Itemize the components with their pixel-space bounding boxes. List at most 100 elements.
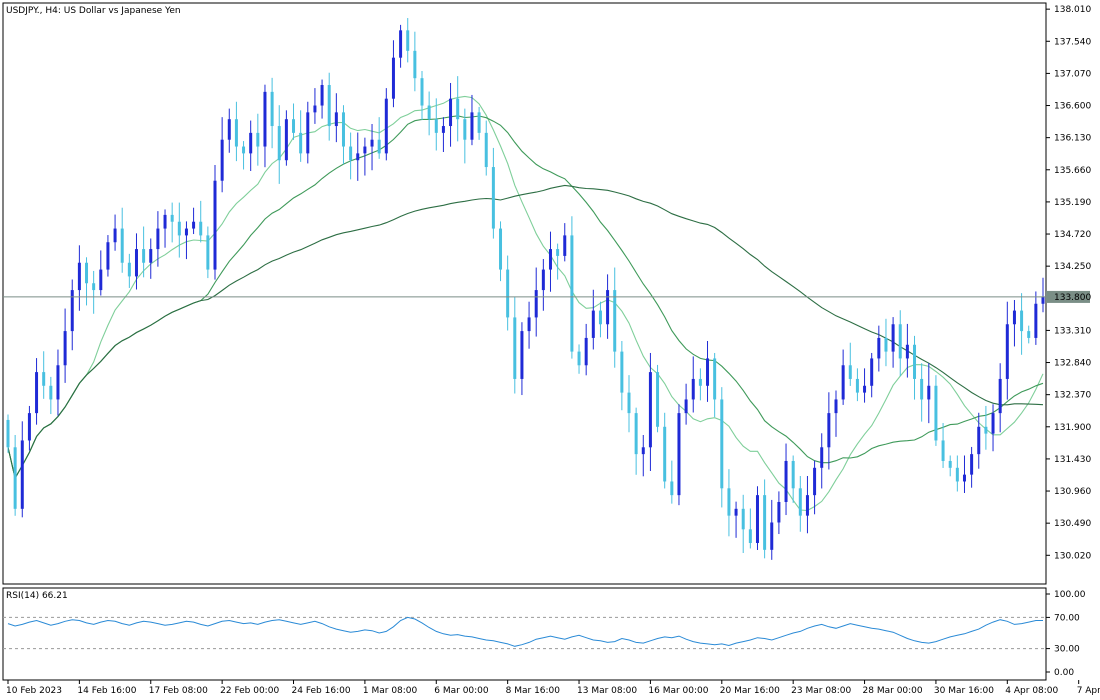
candle-body: [477, 112, 481, 133]
candle-body: [656, 372, 660, 427]
price-tick-label: 136.130: [1054, 134, 1091, 144]
candle-body: [142, 249, 146, 263]
candle-body: [320, 85, 324, 106]
candle-body: [206, 235, 210, 270]
candle-body: [763, 495, 767, 550]
price-tick-label: 132.370: [1054, 391, 1091, 401]
candle-body: [356, 153, 360, 161]
price-tick-label: 131.900: [1054, 423, 1091, 433]
rsi-tick-label: 100.00: [1054, 590, 1086, 600]
candle-body: [1041, 296, 1045, 304]
candle-body: [563, 235, 567, 256]
moving-average-lines: [7, 95, 1044, 512]
candle-body: [598, 310, 602, 325]
candle-body: [499, 228, 503, 270]
candle-body: [156, 228, 160, 250]
price-tick-label: 130.020: [1054, 551, 1091, 561]
candle-body: [491, 167, 495, 229]
candle-body: [92, 283, 96, 291]
moving-average-slow: [7, 184, 1044, 480]
candle-body: [541, 269, 545, 291]
candle-body: [163, 214, 167, 229]
candle-body: [1027, 331, 1031, 338]
candle-body: [513, 317, 517, 379]
candle-body: [684, 399, 688, 414]
candle-body: [249, 132, 253, 154]
candle-body: [363, 146, 367, 154]
candle-body: [441, 126, 445, 133]
candle-body: [449, 98, 453, 127]
candlestick-series: [6, 18, 1045, 560]
time-tick-label: 23 Mar 08:00: [791, 686, 851, 696]
rsi-tick-label: 30.00: [1054, 645, 1080, 655]
candle-body: [670, 481, 674, 496]
time-tick-label: 22 Feb 00:00: [220, 686, 279, 696]
candle-body: [777, 501, 781, 523]
candle-body: [755, 495, 759, 543]
candle-body: [42, 372, 46, 386]
price-tick-label: 134.250: [1054, 262, 1091, 272]
time-tick-label: 24 Feb 16:00: [292, 686, 351, 696]
price-tick-label: 131.430: [1054, 455, 1091, 465]
time-tick-label: 20 Mar 16:00: [720, 686, 780, 696]
price-tick-label: 134.720: [1054, 230, 1091, 240]
candle-body: [591, 310, 595, 338]
candle-body: [891, 324, 895, 352]
candle-body: [962, 474, 966, 482]
candle-body: [520, 331, 524, 379]
candle-body: [884, 337, 888, 352]
candle-body: [677, 413, 681, 496]
time-tick-label: 17 Feb 08:00: [149, 686, 208, 696]
candle-body: [49, 385, 53, 400]
candle-body: [27, 413, 31, 441]
candle-body: [306, 112, 310, 154]
time-tick-label: 14 Feb 16:00: [77, 686, 136, 696]
candle-body: [570, 235, 574, 352]
current-price-tag: [1046, 290, 1090, 303]
time-tick-label: 28 Mar 00:00: [863, 686, 923, 696]
candle-body: [813, 467, 817, 496]
time-tick-label: 4 Apr 08:00: [1005, 686, 1058, 696]
candle-body: [805, 495, 809, 516]
price-tick-label: 137.540: [1054, 37, 1091, 47]
candle-body: [1005, 324, 1009, 379]
candle-body: [577, 351, 581, 366]
candle-body: [584, 337, 588, 366]
candle-body: [406, 30, 410, 51]
time-tick-label: 10 Feb 2023: [6, 686, 62, 696]
main-plot: [2, 2, 1047, 681]
candle-body: [998, 378, 1002, 414]
price-tick-label: 132.840: [1054, 359, 1091, 369]
rsi-tick-label: 0.00: [1054, 668, 1074, 678]
candle-body: [149, 249, 153, 263]
candle-body: [905, 344, 909, 359]
candle-body: [391, 57, 395, 99]
candle-body: [841, 365, 845, 400]
time-tick-label: 7 Apr 00:00: [1077, 686, 1100, 696]
candle-body: [349, 146, 353, 161]
current-price-label: 133.800: [1054, 293, 1091, 303]
candle-body: [920, 378, 924, 400]
candle-body: [770, 522, 774, 550]
price-tick-label: 138.010: [1054, 5, 1091, 15]
time-tick-label: 16 Mar 00:00: [648, 686, 708, 696]
moving-average-fast: [7, 95, 1044, 512]
candle-body: [641, 447, 645, 455]
candle-body: [627, 392, 631, 414]
candle-body: [706, 358, 710, 386]
candle-body: [977, 426, 981, 455]
candle-body: [13, 447, 17, 509]
candle-body: [820, 447, 824, 468]
candle-body: [327, 85, 331, 127]
candle-body: [292, 119, 296, 133]
candle-body: [427, 105, 431, 120]
candle-body: [35, 372, 39, 414]
candle-body: [727, 488, 731, 516]
rsi-title: RSI(14) 66.21: [6, 591, 68, 601]
candle-body: [234, 119, 238, 147]
candle-body: [199, 221, 203, 236]
candle-body: [863, 385, 867, 393]
candle-body: [85, 262, 89, 284]
price-tick-label: 135.190: [1054, 198, 1091, 208]
candle-body: [377, 139, 381, 154]
